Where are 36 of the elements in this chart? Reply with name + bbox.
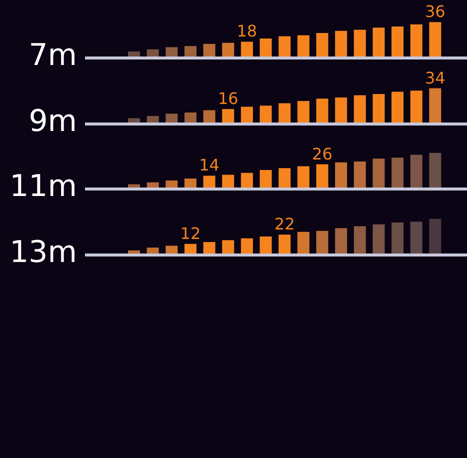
bar (410, 154, 422, 189)
bar (260, 236, 272, 254)
bar (354, 226, 366, 254)
bar (316, 230, 328, 254)
bar (410, 221, 422, 254)
bar (297, 166, 310, 189)
bar (297, 231, 310, 254)
bar (222, 240, 234, 254)
data-label: 36 (424, 2, 446, 22)
data-label: 34 (424, 68, 446, 87)
y-axis-title: 7m (28, 38, 77, 73)
bar (203, 176, 216, 189)
data-label: 16 (218, 88, 238, 108)
bar (335, 228, 348, 254)
bar (240, 238, 253, 254)
bar (278, 168, 291, 189)
y-axis-title: 13m (8, 234, 77, 270)
data-label: 14 (199, 156, 220, 175)
bar (335, 162, 348, 189)
bar (392, 222, 404, 254)
bar (260, 170, 272, 189)
bar (278, 234, 291, 254)
bar (372, 224, 385, 254)
data-label: 26 (312, 144, 332, 164)
bar (429, 218, 442, 254)
data-label: 12 (180, 223, 201, 242)
data-label: 22 (274, 214, 295, 234)
bar (316, 164, 328, 189)
y-axis-title: 9m (28, 104, 77, 138)
bar (354, 161, 366, 189)
bar (429, 152, 442, 189)
bar (372, 158, 385, 189)
y-axis-title: 11m (8, 169, 77, 204)
bar (240, 172, 253, 189)
bar (392, 158, 404, 189)
data-label: 18 (236, 22, 258, 41)
